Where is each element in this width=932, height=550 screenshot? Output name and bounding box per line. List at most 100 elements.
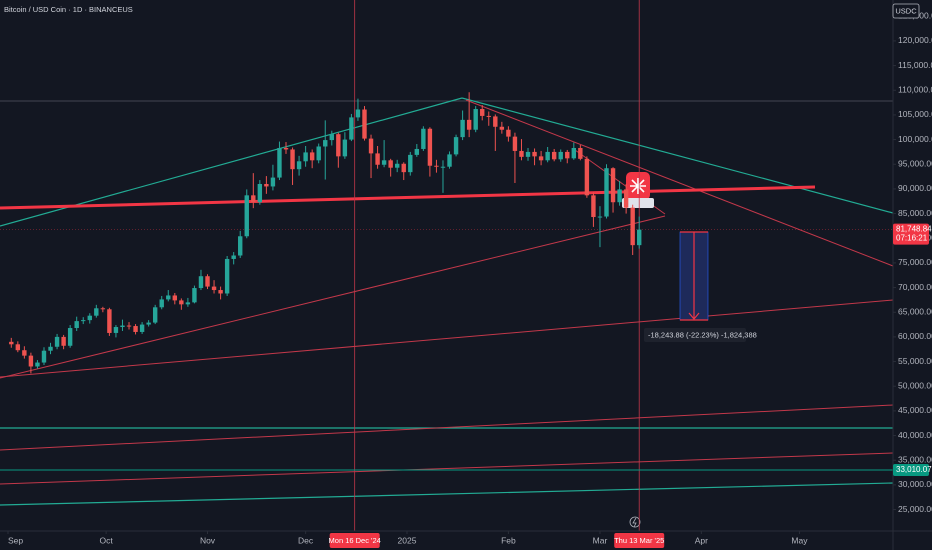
trend-line [461, 97, 894, 214]
candle-body [283, 147, 289, 150]
crosshair-date: Thu 13 Mar '25 [614, 536, 664, 545]
candle-body [303, 152, 308, 162]
candle-body [41, 350, 47, 363]
candle-body [94, 308, 99, 316]
y-tick-label: 105,000.00 [898, 109, 932, 119]
x-tick-label: 2025 [398, 535, 417, 545]
candle-body [466, 119, 472, 130]
candle-body [159, 299, 164, 308]
lightning-icon [629, 516, 641, 528]
candle-body [375, 153, 380, 165]
candle-body [499, 126, 505, 130]
candle-body [205, 276, 210, 287]
candle-body [100, 308, 106, 310]
y-tick-label: 100,000.00 [898, 134, 932, 144]
candle-body [211, 286, 217, 291]
candle-body [120, 325, 125, 328]
x-tick-label: Sep [8, 535, 23, 545]
candle-body [133, 326, 138, 332]
candle-body [113, 327, 119, 333]
candle-body [296, 161, 302, 170]
candle-body [74, 321, 79, 329]
x-tick-label: Apr [695, 535, 708, 545]
candle-body [224, 258, 230, 294]
candle-body [401, 163, 406, 173]
x-tick-label: Mar [593, 535, 608, 545]
candle-body [493, 116, 498, 127]
x-tick-label: Dec [298, 535, 314, 545]
candle-body [277, 147, 282, 178]
candle-body [591, 195, 596, 218]
x-tick-label: Feb [501, 535, 516, 545]
candle-body [421, 128, 426, 149]
candle-body [381, 160, 387, 165]
y-tick-label: 50,000.00 [898, 380, 932, 390]
candle-body [309, 152, 315, 161]
candle-body [218, 290, 223, 294]
candle-body [623, 189, 629, 208]
candle-body [473, 109, 478, 130]
candle-body [192, 288, 197, 303]
y-tick-label: 35,000.00 [898, 454, 932, 464]
candle-body [316, 146, 321, 161]
candle-body [532, 151, 537, 157]
candle-body [617, 189, 622, 203]
y-tick-label: 25,000.00 [898, 504, 932, 514]
measure-arrowhead [688, 312, 700, 320]
trend-line [0, 482, 894, 506]
last-price-tag [893, 223, 929, 245]
candle-body [447, 154, 452, 167]
candle-body [480, 109, 485, 116]
candle-body [538, 156, 544, 161]
trend-line [0, 404, 894, 451]
candle-body [394, 163, 400, 168]
candle-body [460, 119, 465, 138]
y-tick-label: 120,000.00 [898, 35, 932, 45]
candle-body [584, 158, 590, 196]
axes: 25,000.00 30,000.00 35,000.00 40,000.00 45,0… [7, 11, 932, 548]
drawings: -18,243.88 (-22.23%) -1,824,388 [0, 97, 894, 528]
candle-body [146, 322, 151, 325]
y-tick-label: 75,000.00 [898, 257, 932, 267]
candle-body [48, 346, 53, 351]
candle-body [67, 328, 73, 346]
y-tick-label: 115,000.00 [898, 60, 932, 70]
candle-body [172, 295, 178, 301]
y-tick-label: 40,000.00 [898, 430, 932, 440]
candle-body [565, 151, 570, 159]
candle-body [355, 109, 361, 118]
trend-line [0, 299, 894, 378]
y-tick-label: 65,000.00 [898, 306, 932, 316]
candle-body [264, 183, 269, 187]
candle-body [486, 115, 491, 117]
candle-body [22, 350, 27, 356]
candle-body [107, 309, 112, 333]
y-tick-label: 55,000.00 [898, 356, 932, 366]
price-axis [893, 0, 932, 550]
candle-body [551, 151, 557, 160]
candle-body [185, 302, 191, 305]
measure-label-box [644, 328, 746, 342]
price-line-tag [893, 464, 929, 477]
price-line-label: 33,010.07 [896, 465, 932, 474]
candle-body [342, 139, 348, 157]
candle-body [166, 295, 171, 300]
candle-body [9, 341, 14, 345]
candle-body [238, 236, 243, 256]
x-tick-label: Nov [200, 535, 216, 545]
y-tick-label: 60,000.00 [898, 331, 932, 341]
candle-body [408, 154, 413, 173]
candle-body [604, 168, 609, 217]
candle-body [152, 307, 158, 323]
y-tick-label: 70,000.00 [898, 282, 932, 292]
candle-body [179, 300, 184, 305]
candle-body [637, 229, 642, 246]
thick-trend-line [0, 185, 816, 210]
candle-body [440, 166, 446, 168]
candle-body [270, 177, 276, 187]
candle-body [578, 147, 583, 159]
candle-body [329, 134, 334, 141]
